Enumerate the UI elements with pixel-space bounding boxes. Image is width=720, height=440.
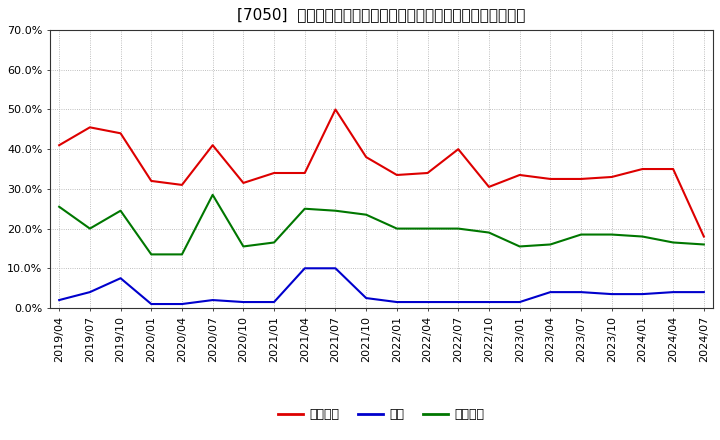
買入債務 xyxy=(454,226,462,231)
買入債務 xyxy=(362,212,371,217)
Line: 在庫: 在庫 xyxy=(59,268,704,304)
買入債務 xyxy=(147,252,156,257)
売上債権 xyxy=(116,131,125,136)
買入債務 xyxy=(55,204,63,209)
売上債権 xyxy=(300,170,309,176)
売上債権 xyxy=(362,154,371,160)
買入債務 xyxy=(116,208,125,213)
在庫 xyxy=(270,299,279,304)
売上債権 xyxy=(546,176,554,182)
在庫 xyxy=(423,299,432,304)
売上債権 xyxy=(638,166,647,172)
売上債権 xyxy=(178,182,186,187)
売上債権 xyxy=(454,147,462,152)
在庫 xyxy=(55,297,63,303)
売上債権 xyxy=(55,143,63,148)
買入債務 xyxy=(546,242,554,247)
在庫 xyxy=(546,290,554,295)
売上債権 xyxy=(147,178,156,183)
在庫 xyxy=(86,290,94,295)
在庫 xyxy=(700,290,708,295)
売上債権 xyxy=(577,176,585,182)
買入債務 xyxy=(331,208,340,213)
買入債務 xyxy=(178,252,186,257)
買入債務 xyxy=(577,232,585,237)
売上債権 xyxy=(270,170,279,176)
買入債務 xyxy=(485,230,493,235)
買入債務 xyxy=(300,206,309,211)
在庫 xyxy=(392,299,401,304)
買入債務 xyxy=(86,226,94,231)
売上債権 xyxy=(86,125,94,130)
売上債権 xyxy=(516,172,524,178)
在庫 xyxy=(147,301,156,307)
買入債務 xyxy=(239,244,248,249)
買入債務 xyxy=(700,242,708,247)
売上債権 xyxy=(208,143,217,148)
在庫 xyxy=(577,290,585,295)
買入債務 xyxy=(516,244,524,249)
在庫 xyxy=(116,275,125,281)
在庫 xyxy=(178,301,186,307)
在庫 xyxy=(331,266,340,271)
Title: [7050]  売上債権、在庫、買入債務の総資産に対する比率の推移: [7050] 売上債権、在庫、買入債務の総資産に対する比率の推移 xyxy=(238,7,526,22)
買入債務 xyxy=(669,240,678,245)
売上債権 xyxy=(331,107,340,112)
在庫 xyxy=(516,299,524,304)
売上債権 xyxy=(608,174,616,180)
Line: 買入債務: 買入債務 xyxy=(59,195,704,254)
在庫 xyxy=(485,299,493,304)
買入債務 xyxy=(208,192,217,198)
売上債権 xyxy=(669,166,678,172)
売上債権 xyxy=(423,170,432,176)
Legend: 売上債権, 在庫, 買入債務: 売上債権, 在庫, 買入債務 xyxy=(274,403,490,426)
在庫 xyxy=(454,299,462,304)
在庫 xyxy=(362,295,371,301)
売上債権 xyxy=(392,172,401,178)
買入債務 xyxy=(392,226,401,231)
在庫 xyxy=(638,291,647,297)
売上債権 xyxy=(239,180,248,186)
買入債務 xyxy=(270,240,279,245)
在庫 xyxy=(669,290,678,295)
在庫 xyxy=(208,297,217,303)
売上債権 xyxy=(485,184,493,190)
在庫 xyxy=(608,291,616,297)
在庫 xyxy=(300,266,309,271)
買入債務 xyxy=(638,234,647,239)
在庫 xyxy=(239,299,248,304)
売上債権 xyxy=(700,234,708,239)
買入債務 xyxy=(608,232,616,237)
Line: 売上債権: 売上債権 xyxy=(59,110,704,237)
買入債務 xyxy=(423,226,432,231)
